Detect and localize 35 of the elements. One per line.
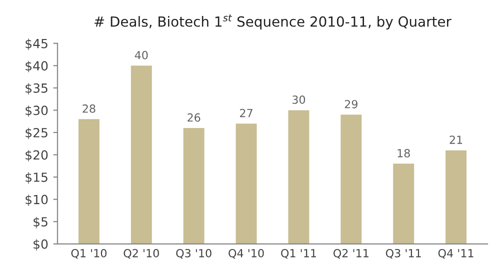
x-tick-label: Q4 '10 [228,248,264,259]
y-tick-label: $40 [26,60,48,72]
x-tick-label: Q2 '10 [124,248,159,259]
data-label: 29 [344,100,358,108]
bar [340,114,362,244]
bar [288,110,310,244]
bar [393,164,414,244]
bar [78,119,100,244]
bar [130,66,152,244]
chart-title: # Deals, Biotech 1$^{st}$ Sequence 2010-11, by Quarter [94,14,452,30]
data-label: 28 [82,104,96,113]
x-tick-label: Q4 '11 [438,248,474,259]
data-label: 26 [188,113,200,122]
y-tick-label: $0 [34,239,48,250]
data-label: 21 [450,136,462,144]
y-tick-label: $15 [26,172,48,184]
y-tick-label: $25 [26,128,48,140]
x-tick-label: Q1 '11 [281,248,316,259]
y-tick-label: $35 [26,83,48,95]
y-tick-label: $10 [26,194,48,206]
x-tick-label: Q2 '11 [334,248,368,259]
bar [183,128,204,244]
data-label: 18 [398,148,410,158]
x-tick-label: Q3 '11 [386,248,421,259]
bar [236,124,257,244]
data-label: 30 [292,95,306,104]
data-label: 27 [240,108,252,118]
data-label: 40 [134,50,148,60]
y-tick-label: $30 [26,105,48,117]
x-tick-label: Q3 '10 [176,248,212,259]
y-tick-label: $45 [26,38,48,50]
y-tick-label: $20 [26,150,48,162]
y-tick-label: $5 [34,216,48,228]
x-tick-label: Q1 '10 [71,248,106,259]
bar [446,150,467,244]
